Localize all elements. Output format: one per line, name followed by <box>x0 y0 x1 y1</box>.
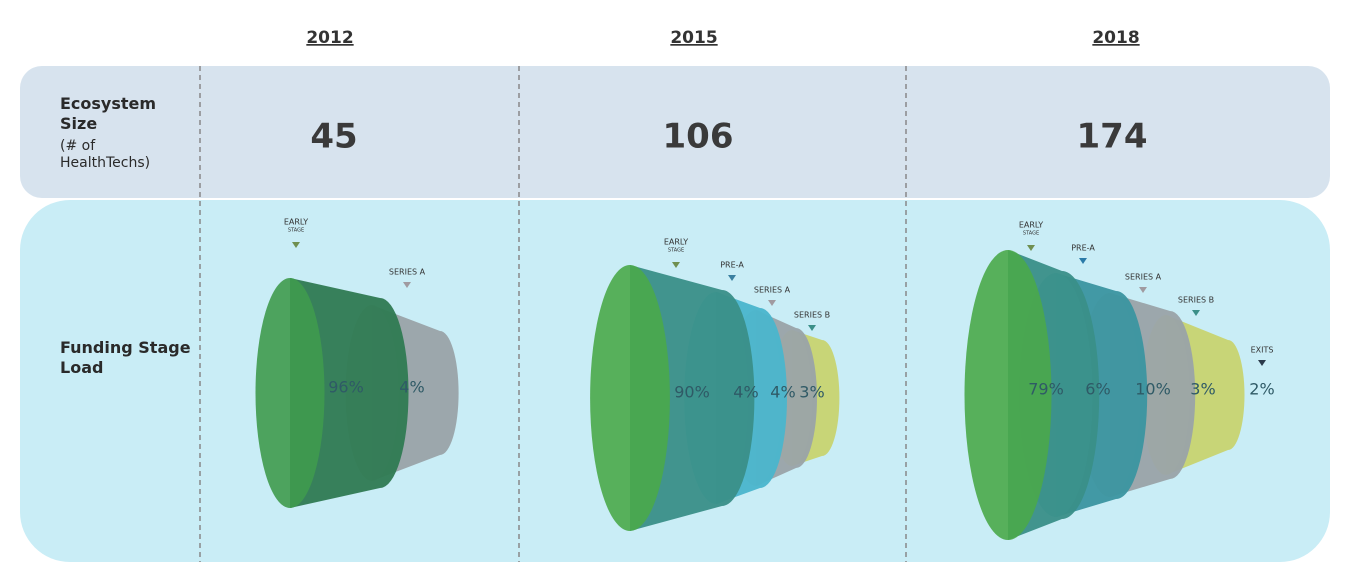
stage-label: EARLY <box>1019 221 1043 230</box>
stage-share: 4% <box>733 383 758 402</box>
stage-share: 90% <box>674 383 710 402</box>
funnel-face <box>590 265 670 531</box>
stage-share: 3% <box>1190 380 1215 399</box>
stage-label: PRE-A <box>720 261 744 270</box>
stage-label: EARLY <box>284 218 308 227</box>
stage-marker <box>768 300 776 306</box>
stage-label: SERIES A <box>1125 273 1162 282</box>
stage-label: EARLY <box>664 238 688 247</box>
stage-marker <box>1258 360 1266 366</box>
year-header: 2015 <box>670 28 717 48</box>
stage-share: 79% <box>1028 380 1064 399</box>
stage-marker <box>1139 287 1147 293</box>
stage-share: 96% <box>328 378 364 397</box>
stage-marker <box>672 262 680 268</box>
stage-share: 4% <box>770 383 795 402</box>
stage-sublabel: STAGE <box>1023 231 1039 237</box>
stage-share: 4% <box>399 378 424 397</box>
stage-marker <box>728 275 736 281</box>
stage-label: SERIES B <box>1178 296 1214 305</box>
size-band <box>20 66 1330 198</box>
ecosystem-size: 45 <box>310 117 357 157</box>
stage-sublabel: STAGE <box>288 228 304 234</box>
stage-label: PRE-A <box>1071 244 1095 253</box>
dividers <box>199 66 907 562</box>
stage-label: SERIES A <box>754 286 791 295</box>
stage-sublabel: STAGE <box>668 248 684 254</box>
row-label: Funding Stage Load <box>60 338 191 377</box>
stage-marker <box>403 282 411 288</box>
stage-marker <box>292 242 300 248</box>
stage-marker <box>1079 258 1087 264</box>
stage-marker <box>808 325 816 331</box>
year-header: 2012 <box>306 28 353 48</box>
stage-label: SERIES B <box>794 311 830 320</box>
ecosystem-size: 106 <box>663 117 734 157</box>
stage-share: 3% <box>799 383 824 402</box>
funnel-face <box>255 278 325 508</box>
row-note: (# of HealthTechs) <box>60 138 150 171</box>
stage-label: EXITS <box>1251 346 1274 355</box>
row-label: Ecosystem Size <box>60 94 156 133</box>
stage-share: 6% <box>1085 380 1110 399</box>
stage-share: 10% <box>1135 380 1171 399</box>
year-header: 2018 <box>1092 28 1139 48</box>
stage-marker <box>1192 310 1200 316</box>
stage-marker <box>1027 245 1035 251</box>
funnel-face <box>964 250 1052 540</box>
stage-label: SERIES A <box>389 268 426 277</box>
ecosystem-size: 174 <box>1077 117 1148 157</box>
stage-share: 2% <box>1249 380 1274 399</box>
